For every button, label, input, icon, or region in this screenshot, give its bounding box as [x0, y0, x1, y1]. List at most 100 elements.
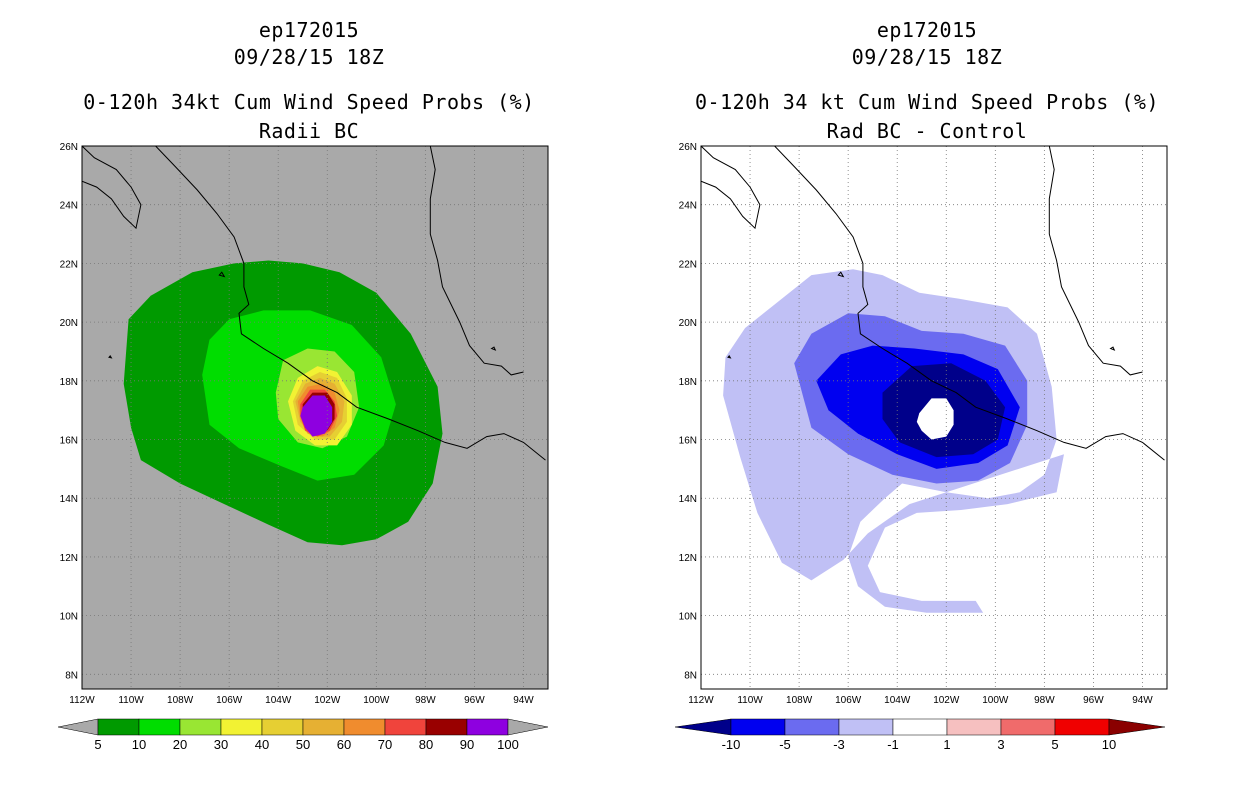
right-colorbar-label: -1 [887, 737, 899, 752]
left-title-product: 0-120h 34kt Cum Wind Speed Probs (%) [83, 90, 535, 114]
right-y-tick-label: 8N [684, 670, 697, 681]
left-panel: 112W 110W 108W 106W 104W 102W 100W 98W 96W 94W 26N… [57, 142, 549, 752]
left-title-storm-id: ep172015 [258, 18, 360, 42]
left-title-variant: Radii BC [258, 119, 360, 143]
left-colorbar-swatch [384, 718, 427, 736]
left-colorbar-label: 80 [419, 737, 433, 752]
left-y-tick-label: 10N [60, 612, 78, 623]
left-island-outline [218, 271, 226, 278]
left-colorbar-label: 10 [132, 737, 146, 752]
left-coastline [429, 146, 524, 376]
right-plot-area [701, 146, 1167, 689]
left-colorbar-swatch [220, 718, 263, 736]
left-x-tick-label: 104W [265, 695, 292, 706]
right-y-tick-label: 26N [679, 142, 697, 153]
right-colorbar-label: -5 [779, 737, 791, 752]
left-x-tick-label: 106W [216, 695, 243, 706]
right-title-product: 0-120h 34 kt Cum Wind Speed Probs (%) [694, 90, 1160, 114]
left-colorbar-label: 30 [214, 737, 228, 752]
right-island-outline [837, 271, 845, 278]
left-colorbar-label: 60 [337, 737, 351, 752]
left-colorbar-swatch [138, 718, 181, 736]
right-y-tick-label: 18N [679, 377, 697, 388]
left-colorbar-swatch [179, 718, 222, 736]
right-panel: 112W 110W 108W 106W 104W 102W 100W 98W 96W 94W 26N… [674, 142, 1168, 752]
right-title-datetime: 09/28/15 18Z [851, 45, 1003, 69]
left-colorbar-label: 90 [460, 737, 474, 752]
right-y-tick-label: 20N [679, 318, 697, 329]
right-x-tick-label: 104W [884, 695, 911, 706]
left-y-tick-label: 12N [60, 553, 78, 564]
left-colorbar-label: 50 [296, 737, 310, 752]
left-colorbar-swatch [425, 718, 468, 736]
left-colorbar-swatch [343, 718, 386, 736]
right-coastline [1048, 146, 1143, 376]
right-colorbar-label: -10 [722, 737, 741, 752]
right-colorbar-label: 5 [1051, 737, 1058, 752]
right-y-tick-label: 14N [679, 494, 697, 505]
right-y-tick-label: 12N [679, 553, 697, 564]
right-colorbar-label: 10 [1102, 737, 1116, 752]
right-y-tick-label: 24N [679, 201, 697, 212]
left-x-tick-label: 96W [464, 695, 485, 706]
right-colorbar-label: -3 [833, 737, 845, 752]
right-colorbar-swatch [1054, 718, 1110, 736]
right-x-tick-label: 94W [1132, 695, 1153, 706]
left-title-datetime: 09/28/15 18Z [233, 45, 385, 69]
right-colorbar-swatch [784, 718, 840, 736]
left-y-tick-label: 18N [60, 377, 78, 388]
right-island-outline [727, 355, 732, 359]
left-colorbar-swatch [97, 718, 140, 736]
right-title-storm-id: ep172015 [876, 18, 978, 42]
left-colorbar-label: 100 [497, 737, 519, 752]
right-title-variant: Rad BC - Control [826, 119, 1028, 143]
right-x-tick-label: 108W [786, 695, 813, 706]
left-y-tick-label: 26N [60, 142, 78, 153]
left-coastline [155, 146, 546, 461]
left-plot-frame [81, 145, 549, 690]
right-island-outline [1109, 346, 1116, 351]
left-colorbar-label: 70 [378, 737, 392, 752]
left-x-tick-label: 94W [513, 695, 534, 706]
right-colorbar-upper-arrow [1108, 718, 1166, 736]
left-colorbar-swatch [466, 718, 509, 736]
left-island-outline [490, 346, 497, 351]
left-y-tick-label: 14N [60, 494, 78, 505]
right-coastline [701, 146, 761, 230]
right-x-tick-label: 112W [688, 695, 714, 706]
left-x-tick-label: 108W [167, 695, 194, 706]
left-colorbar-swatch [261, 718, 304, 736]
left-colorbar-label: 40 [255, 737, 269, 752]
left-x-tick-label: 110W [118, 695, 144, 706]
left-y-tick-label: 8N [65, 670, 78, 681]
left-colorbar-swatch [302, 718, 345, 736]
right-colorbar-lower-arrow [674, 718, 732, 736]
right-y-tick-label: 22N [679, 259, 697, 270]
right-colorbar-label: 1 [943, 737, 950, 752]
right-x-tick-label: 102W [933, 695, 960, 706]
left-y-tick-label: 22N [60, 259, 78, 270]
right-y-tick-label: 16N [679, 436, 697, 447]
right-x-tick-label: 106W [835, 695, 862, 706]
left-y-tick-label: 24N [60, 201, 78, 212]
left-colorbar-upper-arrow [507, 718, 549, 736]
left-island-outline [108, 355, 113, 359]
right-colorbar-swatch [838, 718, 894, 736]
left-x-tick-label: 98W [415, 695, 436, 706]
right-x-tick-label: 100W [982, 695, 1009, 706]
right-x-tick-label: 96W [1083, 695, 1104, 706]
left-colorbar-label: 5 [94, 737, 101, 752]
right-plot-frame [700, 145, 1168, 690]
right-x-tick-label: 110W [737, 695, 763, 706]
left-plot-area [82, 146, 548, 689]
right-colorbar-swatch [1000, 718, 1056, 736]
left-y-tick-label: 20N [60, 318, 78, 329]
right-y-tick-label: 10N [679, 612, 697, 623]
right-colorbar-swatch [892, 718, 948, 736]
right-colorbar-swatch [946, 718, 1002, 736]
left-x-tick-label: 100W [363, 695, 390, 706]
left-y-tick-label: 16N [60, 436, 78, 447]
right-colorbar-swatch [730, 718, 786, 736]
right-coastline [774, 146, 1165, 461]
